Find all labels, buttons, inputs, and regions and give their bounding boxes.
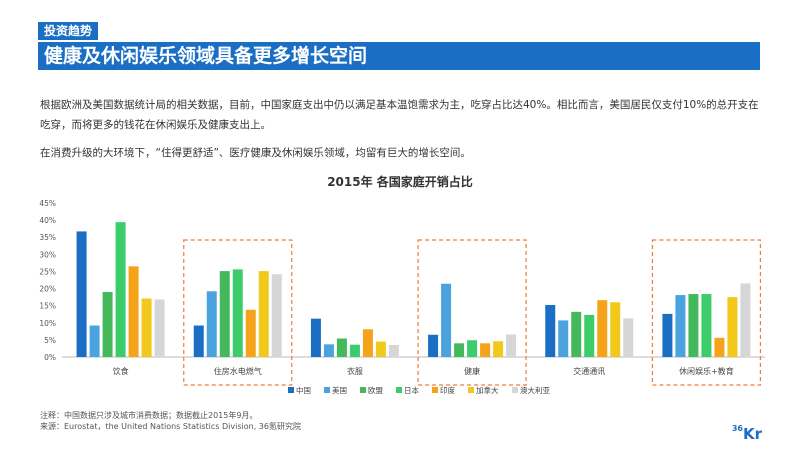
bar	[193, 325, 204, 357]
bar	[623, 318, 634, 357]
bar	[714, 337, 725, 357]
y-tick-label: 20%	[39, 285, 56, 294]
legend-swatch	[468, 387, 474, 393]
legend-swatch	[396, 387, 402, 393]
bar	[493, 341, 504, 357]
legend-label: 美国	[332, 385, 347, 395]
bar	[558, 320, 569, 357]
legend-swatch	[360, 387, 366, 393]
bar	[597, 300, 608, 357]
bar	[675, 295, 686, 357]
x-category-label: 住房水电燃气	[214, 366, 262, 376]
legend-swatch	[432, 387, 438, 393]
x-category-label: 健康	[464, 366, 480, 376]
y-tick-label: 30%	[39, 250, 56, 259]
legend-label: 印度	[440, 385, 455, 395]
bar	[727, 297, 738, 357]
x-category-label: 休闲娱乐+教育	[679, 366, 734, 376]
y-tick-label: 15%	[39, 302, 56, 311]
bar	[336, 338, 347, 357]
legend-swatch	[324, 387, 330, 393]
bar	[349, 344, 360, 357]
bar	[610, 302, 621, 357]
summary-paragraph: 在消费升级的大环境下，“住得更舒适”、医疗健康及休闲娱乐领域，均留有巨大的增长空…	[40, 147, 471, 159]
bar	[245, 309, 256, 357]
footnote-source: 来源：Eurostat，the United Nations Statistic…	[40, 422, 301, 431]
legend-label: 日本	[404, 385, 419, 395]
bar	[571, 311, 582, 357]
chart-title: 2015年 各国家庭开销占比	[327, 174, 473, 189]
legend-label: 澳大利亚	[520, 385, 550, 395]
bar	[102, 291, 113, 357]
brand-logo: 36Kr	[732, 424, 762, 443]
y-tick-label: 5%	[44, 336, 56, 345]
bar	[480, 343, 491, 357]
bar	[323, 344, 334, 357]
section-tag: 投资趋势	[38, 22, 99, 40]
intro-paragraph: 根据欧洲及美国数据统计局的相关数据，目前，中国家庭支出中仍以满足基本温饱需求为主…	[40, 99, 759, 131]
y-tick-label: 35%	[39, 233, 56, 242]
bar	[115, 222, 126, 357]
bar	[219, 271, 230, 357]
bar	[141, 298, 152, 357]
y-tick-label: 10%	[39, 319, 56, 328]
x-category-label: 饮食	[113, 366, 129, 376]
legend-swatch	[288, 387, 294, 393]
x-category-label: 交通通讯	[573, 366, 605, 376]
bar	[584, 314, 595, 357]
bar	[89, 325, 100, 357]
bar	[454, 343, 465, 357]
bar	[128, 266, 139, 357]
bar	[506, 334, 517, 357]
bar	[701, 294, 712, 357]
legend-swatch	[512, 387, 518, 393]
footnotes: 注释：中国数据只涉及城市消费数据；数据截止2015年9月。 来源：Eurosta…	[40, 410, 301, 432]
bar	[441, 283, 452, 357]
bar	[740, 283, 751, 357]
y-tick-label: 45%	[39, 199, 56, 208]
y-tick-label: 25%	[39, 267, 56, 276]
bar	[467, 340, 478, 357]
bar	[545, 304, 556, 357]
logo-number: 36	[731, 424, 743, 433]
x-category-label: 衣服	[347, 366, 363, 376]
bar	[428, 334, 439, 357]
highlight-box	[417, 239, 527, 386]
bar	[662, 313, 673, 357]
logo-letters: Kr	[742, 425, 762, 443]
bar	[206, 291, 217, 357]
y-tick-label: 0%	[44, 353, 56, 362]
footnote-note: 注释：中国数据只涉及城市消费数据；数据截止2015年9月。	[40, 411, 258, 420]
legend-label: 加拿大	[476, 385, 499, 395]
y-tick-label: 40%	[39, 216, 56, 225]
bar	[232, 269, 243, 357]
bar	[271, 274, 282, 357]
bar	[258, 271, 269, 357]
bar	[154, 299, 165, 357]
bar	[362, 329, 373, 357]
bar	[310, 318, 321, 357]
page-title: 健康及休闲娱乐领域具备更多增长空间	[38, 42, 760, 70]
bar	[375, 341, 386, 357]
bar	[688, 294, 699, 357]
legend-label: 欧盟	[368, 385, 383, 395]
bar	[388, 345, 399, 357]
legend-label: 中国	[296, 385, 311, 395]
bar	[76, 231, 87, 357]
